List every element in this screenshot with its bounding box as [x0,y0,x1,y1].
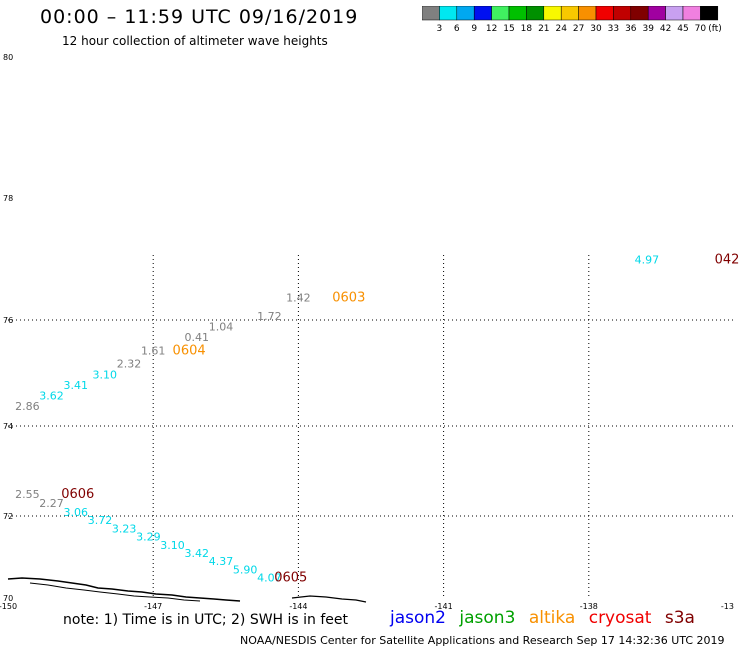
wave-height-value: 1.61 [141,344,166,357]
latitude-label: 78 [3,194,13,203]
colorbar-tick: 15 [503,24,514,34]
colorbar-tick: 24 [555,24,567,34]
colorbar-tick: 12 [486,24,497,34]
satellite-s3a: s3a [664,608,695,628]
colorbar-tick: 42 [660,24,671,34]
wave-height-colorbar: 3 6 9 12 15 18 21 24 27 30 33 36 39 42 45 70 (ft) [422,6,722,34]
wave-height-value: 3.10 [160,539,185,552]
satellite-altika: altika [528,608,576,628]
latitude-label: 74 [3,422,13,431]
wave-height-value: 1.04 [209,321,234,334]
colorbar-tick: 39 [642,24,654,34]
wave-height-value: 3.10 [93,368,118,381]
wave-height-value: 3.41 [64,379,89,392]
colorbar-tick: 3 [437,24,443,34]
pass-time-label: 0603 [332,291,365,306]
colorbar-tick: 30 [590,24,602,34]
coastline-east [291,595,367,603]
colorbar-tick: 33 [608,24,619,34]
pass-time-label: 0604 [173,343,206,358]
colorbar-tick: 27 [573,24,584,34]
wave-height-value: 0.41 [185,331,210,344]
longitude-label: -150 [0,602,17,611]
longitude-label: -141 [435,602,453,611]
latitude-label: 70 [3,594,13,603]
latitude-label: 80 [3,53,13,62]
axis-labels: 80 78 76 74 72 70-150 -147 -144 -141 -138 -13 [0,53,734,611]
colorbar-tick: 9 [471,24,477,34]
colorbar-tick: 6 [454,24,460,34]
colorbar-tick: 36 [625,24,637,34]
wave-height-observations: 4.971.421.721.040.411.612.323.103.413.62… [15,253,659,584]
satellite-jason2: jason2 [390,608,446,628]
pass-labels: 0428 0603 0604 0606 0605 [61,252,740,585]
wave-height-value: 1.72 [257,310,282,323]
wave-height-value: 5.90 [233,563,258,576]
satellite-jason3: jason3 [459,608,516,628]
wave-height-value: 2.86 [15,400,40,413]
map-title: 00:00 – 11:59 UTC 09/16/2019 [40,6,359,28]
map-plot: 80 78 76 74 72 70-150 -147 -144 -141 -138 -13 4.97… [0,53,740,611]
wave-height-value: 2.55 [15,488,40,501]
wave-height-value: 3.06 [64,506,89,519]
colorbar-unit: (ft) [708,24,722,34]
pass-time-label: 0606 [61,487,94,502]
map-subtitle: 12 hour collection of altimeter wave hei… [62,34,328,48]
wave-height-value: 3.62 [39,390,64,403]
colorbar-tick: 70 [695,24,707,34]
wave-height-value: 3.29 [136,531,161,544]
coastline-inner [29,582,201,602]
colorbar-swatch [700,6,719,21]
longitude-label: -147 [144,602,162,611]
longitude-label: -13 [721,602,734,611]
latitude-label: 72 [3,512,13,521]
satellite-cryosat: cryosat [588,608,652,628]
pass-time-label: 0428 [715,252,740,267]
wave-height-value: 4.07 [257,572,282,585]
wave-height-value: 3.23 [112,522,137,535]
units-note: note: 1) Time is in UTC; 2) SWH is in fe… [63,612,349,628]
satellite-legend: jason2 jason3 altika cryosat s3a [390,608,703,628]
colorbar-tick: 45 [677,24,688,34]
wave-height-value: 3.42 [185,547,210,560]
graticule [8,255,734,598]
latitude-label: 76 [3,316,13,325]
longitude-label: -138 [580,602,598,611]
colorbar-tick: 18 [521,24,533,34]
coastline-main [7,577,241,602]
pass-time-label: 0605 [274,571,307,586]
wave-height-value: 1.42 [286,292,311,305]
coastline [7,577,367,603]
wave-height-value: 2.32 [117,358,142,371]
wave-height-value: 3.72 [88,514,113,527]
wave-height-value: 4.97 [635,253,660,266]
longitude-label: -144 [289,602,307,611]
colorbar-tick: 21 [538,24,549,34]
wave-height-value: 2.27 [39,497,64,510]
wave-height-value: 4.37 [209,555,234,568]
credit-footer: NOAA/NESDIS Center for Satellite Applica… [240,634,725,647]
